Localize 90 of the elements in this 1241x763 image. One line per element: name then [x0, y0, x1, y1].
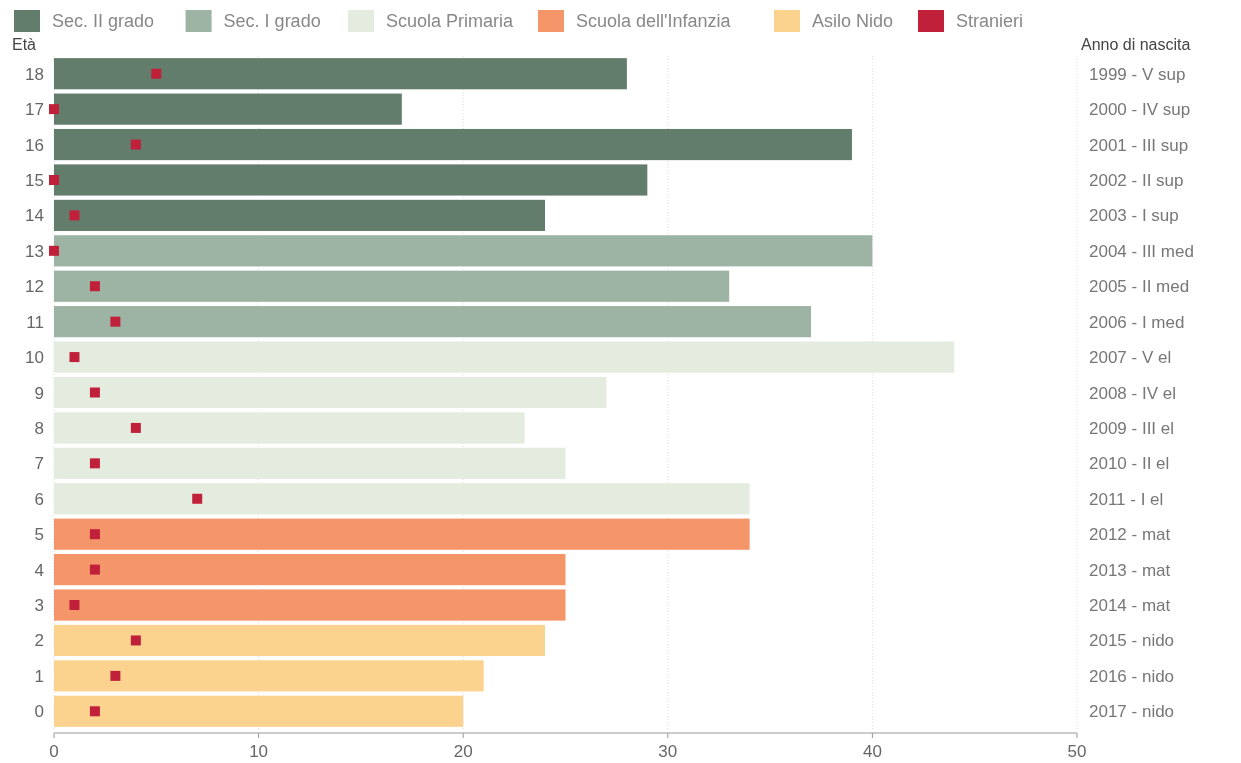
y2-tick-label: 2007 - V el	[1089, 348, 1172, 368]
point	[89, 529, 100, 540]
y-tick-label: 13	[25, 241, 44, 261]
legend-label: Scuola dell'Infanzia	[576, 11, 732, 31]
y-tick-label: 8	[34, 418, 44, 438]
y2-tick-label: 2010 - II el	[1089, 454, 1170, 474]
legend-label: Sec. I grado	[223, 11, 321, 31]
x-tick-label: 30	[658, 742, 678, 761]
point	[130, 139, 141, 150]
y2-tick-label: 2006 - I med	[1089, 312, 1185, 332]
y2-tick-label: 2015 - nido	[1089, 631, 1175, 651]
y-tick-label: 11	[26, 312, 44, 332]
y-tick-label: 10	[25, 348, 44, 368]
point	[69, 210, 80, 221]
point	[69, 600, 80, 611]
y2-tick-label: 2003 - I sup	[1089, 206, 1179, 226]
y2-tick-label: 2013 - mat	[1089, 560, 1171, 580]
y2-tick-label: 2000 - IV sup	[1089, 100, 1191, 120]
bar	[54, 660, 484, 692]
y2-tick-label: 2012 - mat	[1089, 525, 1171, 545]
bar	[54, 376, 607, 409]
y-tick-label: 12	[25, 277, 44, 297]
y-tick-label: 6	[34, 489, 44, 509]
bar	[54, 235, 873, 267]
x-tick-label: 50	[1067, 742, 1087, 761]
bar	[54, 412, 525, 444]
point	[192, 493, 203, 504]
legend-label: Sec. II grado	[52, 11, 155, 31]
bar	[54, 447, 566, 479]
point	[110, 670, 121, 681]
x-tick-label: 10	[249, 742, 269, 761]
y2-tick-label: 2001 - III sup	[1089, 135, 1189, 155]
y-tick-label: 17	[25, 100, 44, 120]
bar	[54, 199, 546, 231]
bar	[54, 518, 750, 550]
point	[89, 564, 100, 575]
y-tick-label: 3	[34, 596, 44, 616]
point	[89, 281, 100, 292]
y-tick-label: 15	[25, 170, 44, 190]
point	[89, 706, 100, 717]
point	[49, 245, 59, 256]
y2-tick-label: 2014 - mat	[1089, 596, 1171, 616]
point	[110, 316, 121, 327]
y-tick-label: 14	[25, 206, 44, 226]
y2-tick-label: 2005 - II med	[1089, 277, 1190, 297]
y-tick-label: 4	[34, 560, 44, 580]
legend-label: Scuola Primaria	[386, 11, 515, 31]
point	[49, 174, 59, 185]
bar	[54, 341, 955, 373]
y-axis-title: Età	[12, 36, 37, 53]
bar	[54, 270, 730, 302]
x-tick-label: 0	[49, 742, 59, 761]
x-tick-label: 20	[453, 742, 473, 761]
y-tick-label: 16	[25, 135, 44, 155]
y2-tick-label: 2008 - IV el	[1089, 383, 1176, 403]
y2-axis-title: Anno di nascita	[1081, 36, 1191, 53]
point	[89, 387, 100, 398]
point	[130, 635, 141, 646]
x-tick-label: 40	[862, 742, 882, 761]
y2-tick-label: 2002 - II sup	[1089, 170, 1184, 190]
bar	[54, 483, 750, 515]
bar	[54, 306, 812, 338]
bar	[54, 128, 852, 161]
bar	[54, 164, 648, 196]
y-tick-label: 0	[34, 702, 44, 722]
y-tick-label: 5	[34, 525, 44, 545]
y-tick-label: 9	[34, 383, 44, 403]
bar	[54, 93, 402, 125]
y2-tick-label: 2016 - nido	[1089, 666, 1175, 686]
y2-tick-label: 2011 - I el	[1089, 489, 1164, 509]
legend-label: Asilo Nido	[812, 11, 894, 31]
y2-tick-label: 1999 - V sup	[1089, 64, 1186, 84]
bar	[54, 589, 566, 621]
y2-tick-label: 2009 - III el	[1089, 418, 1175, 438]
bar	[54, 58, 627, 90]
point	[69, 352, 80, 363]
y2-tick-label: 2017 - nido	[1089, 702, 1175, 722]
bar	[54, 624, 546, 657]
point	[130, 422, 141, 433]
y-tick-label: 7	[34, 454, 44, 474]
bar	[54, 695, 464, 727]
legend-label: Stranieri	[956, 11, 1024, 31]
y-tick-label: 1	[34, 666, 44, 686]
y-tick-label: 2	[34, 631, 44, 651]
y-tick-label: 18	[25, 64, 44, 84]
y2-tick-label: 2004 - III med	[1089, 241, 1194, 261]
point	[151, 68, 162, 79]
bar	[54, 554, 566, 586]
point	[89, 458, 100, 469]
point	[49, 104, 59, 115]
